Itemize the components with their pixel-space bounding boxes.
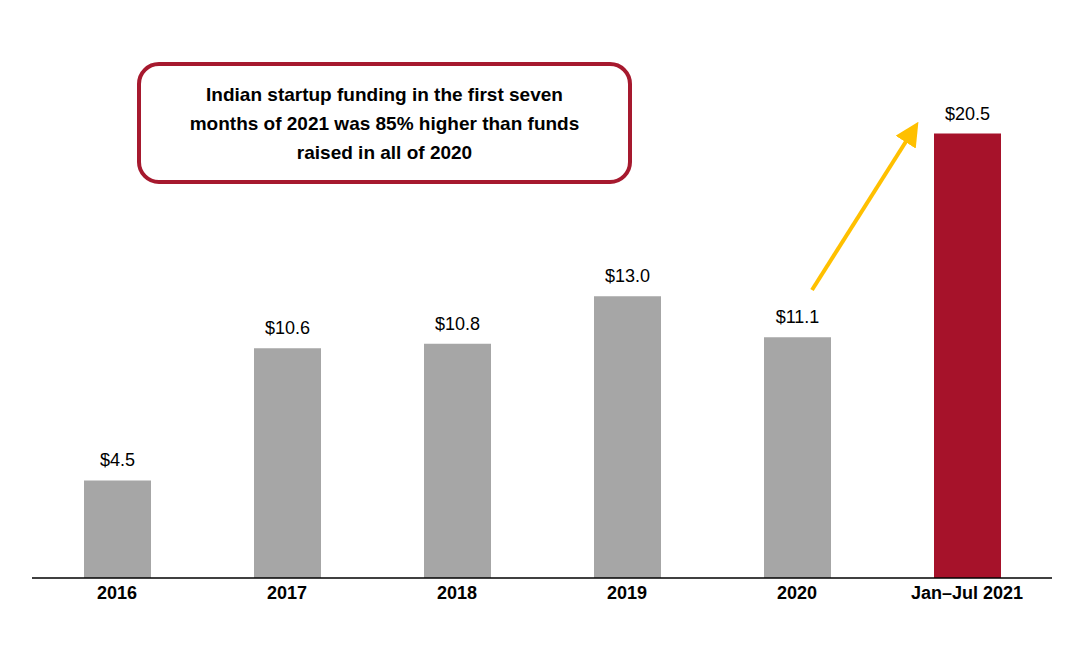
html-text:Indian startup funding in the: Indian startup funding in the first seve… <box>189 83 580 163</box>
svg-text:$13.0: $13.0 <box>605 266 650 286</box>
svg-text:2020: 2020 <box>777 583 817 603</box>
svg-text:$11.1: $11.1 <box>776 307 820 327</box>
svg-text:2017: 2017 <box>267 583 307 603</box>
svg-text:$10.6: $10.6 <box>265 318 310 338</box>
svg-text:$4.5: $4.5 <box>100 450 135 470</box>
svg-text:Jan–Jul 2021: Jan–Jul 2021 <box>911 583 1023 603</box>
svg-text:2016: 2016 <box>97 583 137 603</box>
svg-text:2019: 2019 <box>607 583 647 603</box>
svg-text:$20.5: $20.5 <box>945 104 990 124</box>
svg-text:$10.8: $10.8 <box>435 314 480 334</box>
svg-text:2018: 2018 <box>437 583 477 603</box>
